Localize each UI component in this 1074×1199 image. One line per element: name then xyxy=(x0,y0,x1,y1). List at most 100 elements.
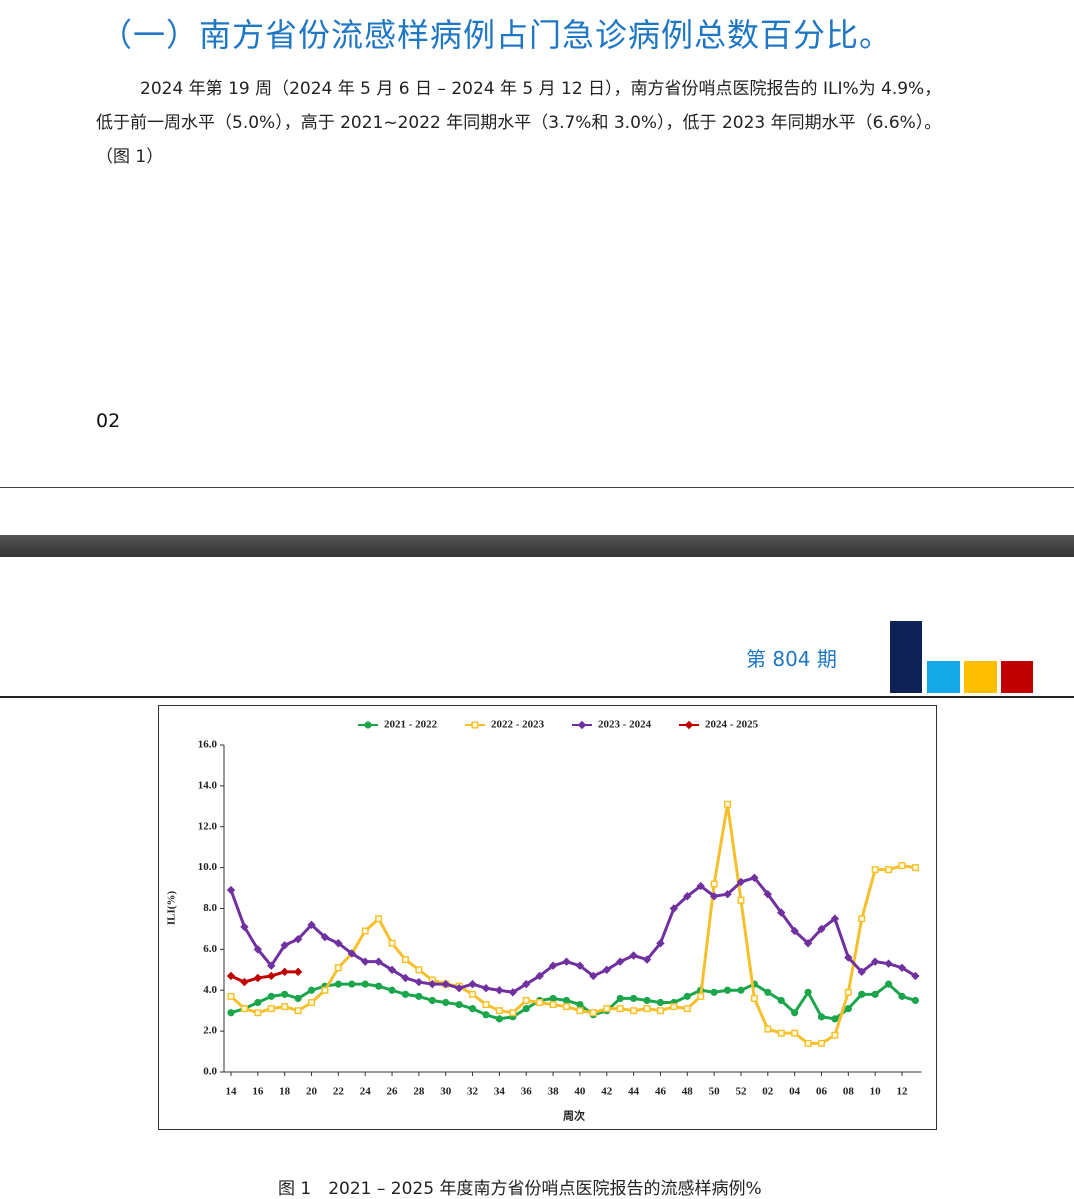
data-point xyxy=(723,986,732,994)
x-tick-label: 20 xyxy=(306,1086,318,1098)
x-tick-label: 52 xyxy=(735,1086,747,1098)
data-point xyxy=(831,1015,839,1023)
data-point xyxy=(724,800,732,808)
data-point xyxy=(683,1005,691,1013)
data-point xyxy=(643,996,651,1005)
data-point xyxy=(468,1005,477,1013)
data-point xyxy=(603,1005,611,1013)
x-tick-label: 02 xyxy=(762,1086,774,1098)
x-tick-label: 40 xyxy=(574,1086,586,1098)
y-tick-label: 16.0 xyxy=(198,739,218,751)
data-point xyxy=(696,881,705,891)
decor-block xyxy=(1001,661,1033,693)
data-point xyxy=(401,956,409,964)
rule xyxy=(0,487,1074,488)
data-point xyxy=(281,990,289,998)
paragraph-line: 低于前一周水平（5.0%），高于 2021~2022 年同期水平（3.7%和 3… xyxy=(96,113,942,133)
data-point xyxy=(361,927,369,935)
data-point xyxy=(817,924,826,934)
data-point xyxy=(791,1029,799,1037)
data-point xyxy=(817,1013,826,1021)
data-point xyxy=(777,1029,785,1037)
data-point xyxy=(254,998,262,1007)
data-point xyxy=(267,1005,275,1013)
data-point xyxy=(830,914,840,923)
data-point xyxy=(375,915,383,923)
data-point xyxy=(750,873,759,883)
x-tick-label: 14 xyxy=(226,1086,238,1098)
data-point xyxy=(469,990,477,998)
data-point xyxy=(562,957,571,966)
x-tick-label: 46 xyxy=(655,1086,667,1098)
data-point xyxy=(334,964,342,972)
data-point xyxy=(817,1039,825,1047)
series-line xyxy=(229,876,917,994)
data-point xyxy=(441,979,450,989)
data-point xyxy=(307,920,316,930)
x-tick-label: 42 xyxy=(601,1086,613,1098)
x-tick-label: 06 xyxy=(816,1086,828,1098)
data-point xyxy=(576,1007,584,1015)
x-tick-label: 26 xyxy=(387,1086,399,1098)
legend-marker xyxy=(577,720,587,730)
data-point xyxy=(884,959,893,968)
data-point xyxy=(616,1005,624,1013)
x-tick-label: 38 xyxy=(548,1086,560,1098)
legend-label: 2022 - 2023 xyxy=(491,719,545,731)
x-tick-label: 44 xyxy=(628,1086,640,1098)
data-point xyxy=(267,961,276,970)
data-point xyxy=(495,1007,503,1015)
data-point xyxy=(482,1011,490,1019)
x-tick-label: 32 xyxy=(467,1086,479,1098)
data-point xyxy=(737,896,745,904)
data-point xyxy=(361,980,369,988)
data-point xyxy=(750,994,758,1002)
x-tick-label: 24 xyxy=(360,1086,372,1098)
data-point xyxy=(898,862,906,870)
data-point xyxy=(898,992,906,1000)
x-tick-label: 34 xyxy=(494,1086,506,1098)
legend-marker xyxy=(684,720,694,730)
data-point xyxy=(482,1001,490,1009)
data-point xyxy=(884,980,893,988)
data-point xyxy=(602,965,611,975)
page-break-band xyxy=(0,535,1074,557)
data-point xyxy=(630,1007,638,1015)
data-point xyxy=(831,1031,839,1039)
data-point xyxy=(697,992,705,1000)
data-point xyxy=(348,980,356,988)
data-point xyxy=(737,986,745,994)
x-tick-label: 30 xyxy=(440,1086,452,1098)
data-point xyxy=(871,990,879,998)
data-point xyxy=(804,988,812,996)
data-point xyxy=(683,992,691,1000)
data-point xyxy=(911,971,920,981)
paragraph-line: （图 1） xyxy=(96,147,164,167)
data-point xyxy=(791,1009,799,1017)
x-axis-title: 周次 xyxy=(563,1109,585,1123)
paragraph-line: 2024 年第 19 周（2024 年 5 月 6 日 – 2024 年 5 月… xyxy=(140,79,942,99)
data-point xyxy=(670,1003,678,1011)
data-point xyxy=(388,986,396,994)
chart: ILI(%) 周次 0.0 2.0 4.0 6.0 8.0 10.0 12.0 14.0 16.… xyxy=(158,705,937,1130)
x-tick-label: 48 xyxy=(682,1086,694,1098)
section-title: （一）南方省份流感样病例占门急诊病例总数百分比。 xyxy=(100,16,893,54)
data-point xyxy=(415,966,423,974)
data-point xyxy=(643,1005,651,1013)
data-point xyxy=(562,996,571,1005)
rule xyxy=(0,696,1074,698)
data-point xyxy=(858,915,866,923)
data-point xyxy=(522,1005,530,1013)
data-point xyxy=(253,945,263,954)
data-point xyxy=(522,979,531,989)
x-tick-label: 50 xyxy=(709,1086,721,1098)
x-tick-label: 16 xyxy=(252,1086,264,1098)
data-point xyxy=(844,988,852,996)
legend-label: 2021 - 2022 xyxy=(384,719,438,731)
data-point xyxy=(387,965,397,975)
x-tick-label: 12 xyxy=(897,1086,909,1098)
decor-block xyxy=(890,621,922,693)
x-tick-label: 22 xyxy=(333,1086,345,1098)
x-tick-label: 04 xyxy=(789,1086,801,1098)
data-point xyxy=(254,1009,262,1017)
